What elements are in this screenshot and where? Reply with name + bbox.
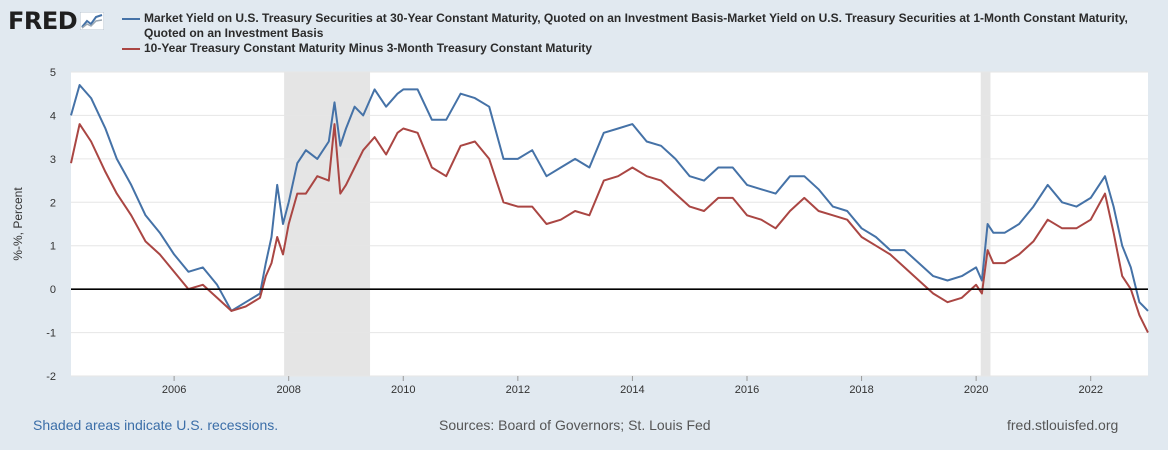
legend-label-10y-minus-3m: 10-Year Treasury Constant Maturity Minus… (144, 41, 593, 55)
fred-logo-text: FRED (8, 7, 78, 35)
x-tick-label: 2012 (506, 384, 530, 396)
legend-swatch-blue (122, 18, 140, 20)
y-tick-label: 2 (50, 197, 56, 209)
fred-url-link[interactable]: fred.stlouisfed.org (1007, 417, 1119, 433)
series-line-1 (70, 123, 1149, 334)
x-tick-label: 2008 (276, 384, 300, 396)
legend: Market Yield on U.S. Treasury Securities… (122, 11, 1142, 56)
series-lines (70, 84, 1149, 334)
x-tick-label: 2016 (735, 384, 759, 396)
x-tick-label: 2010 (391, 384, 415, 396)
y-tick-label: 1 (50, 241, 56, 253)
y-tick-label: 5 (50, 67, 56, 79)
x-axis-ticks: 2006 2008 2010 2012 2014 2016 2018 2020 2022 (162, 376, 1103, 396)
fred-chart-icon (80, 12, 105, 30)
recession-note: Shaded areas indicate U.S. recessions. (33, 417, 279, 433)
recession-band-0 (284, 72, 371, 376)
y-tick-label: -2 (46, 371, 56, 383)
legend-swatch-red (122, 48, 140, 50)
plot-background (71, 72, 1148, 376)
x-tick-label: 2006 (162, 384, 186, 396)
legend-label-30y-minus-1m: Market Yield on U.S. Treasury Securities… (144, 11, 1128, 40)
y-axis-ticks: -2 -1 0 1 2 3 4 5 (46, 67, 56, 383)
fred-logo[interactable]: FRED (8, 7, 105, 35)
x-tick-label: 2022 (1078, 384, 1102, 396)
y-tick-label: 4 (50, 110, 56, 122)
x-tick-label: 2020 (964, 384, 988, 396)
y-axis-label: %-%, Percent (11, 187, 25, 261)
sources-note: Sources: Board of Governors; St. Louis F… (439, 417, 711, 433)
y-tick-label: -1 (46, 328, 56, 340)
x-tick-label: 2018 (849, 384, 873, 396)
recession-band-1 (980, 72, 991, 376)
legend-entry-10y-minus-3m[interactable]: 10-Year Treasury Constant Maturity Minus… (122, 41, 1142, 56)
x-tick-label: 2014 (620, 384, 644, 396)
y-tick-label: 3 (50, 154, 56, 166)
y-tick-label: 0 (50, 284, 56, 296)
series-line-0 (70, 84, 1149, 312)
recession-shading (284, 72, 991, 376)
legend-entry-30y-minus-1m[interactable]: Market Yield on U.S. Treasury Securities… (122, 11, 1142, 41)
